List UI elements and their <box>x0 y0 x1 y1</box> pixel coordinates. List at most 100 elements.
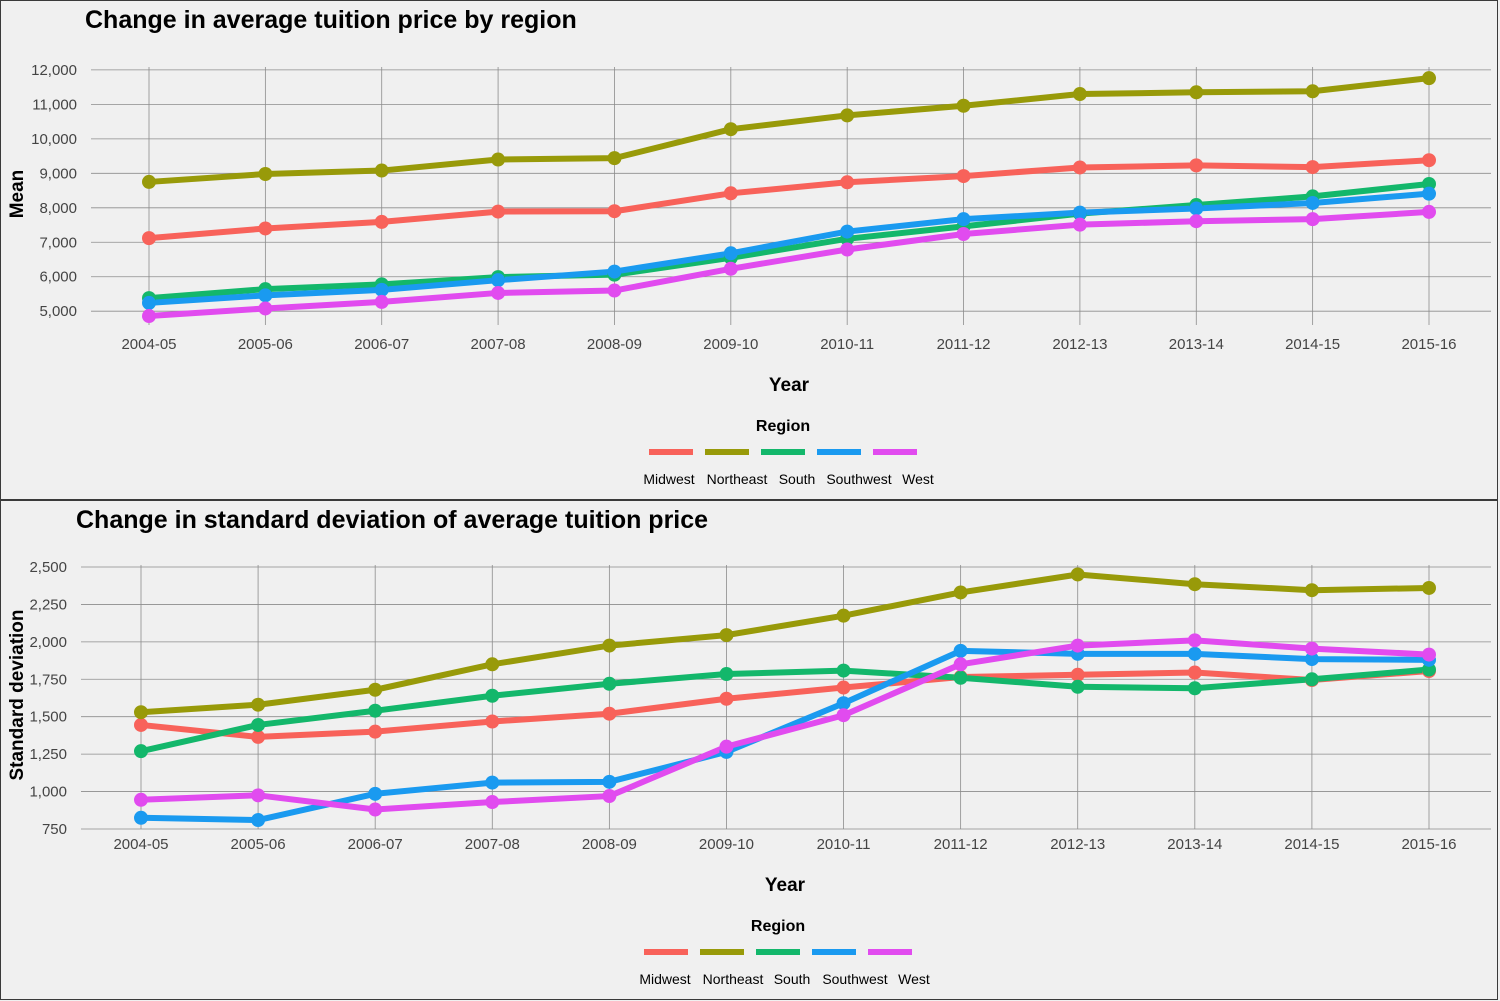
sd-point-midwest <box>134 717 148 732</box>
sd-point-south <box>1304 672 1319 687</box>
mean-point-southwest <box>956 212 971 227</box>
mean-legend-label-south: South <box>779 471 816 487</box>
mean-point-northeast <box>1072 87 1087 102</box>
mean-point-west <box>956 226 971 241</box>
mean-point-west <box>1305 212 1320 227</box>
sd-point-west <box>836 708 851 723</box>
sd-point-southwest <box>368 786 383 801</box>
mean-point-midwest <box>1072 160 1087 175</box>
mean-point-northeast <box>258 167 273 182</box>
sd-y-tick-label: 2,500 <box>29 559 67 576</box>
mean-point-midwest <box>1422 153 1436 168</box>
sd-point-south <box>134 744 148 759</box>
sd-legend-title: Region <box>751 918 805 935</box>
sd-point-midwest <box>1187 665 1202 680</box>
sd-point-midwest <box>251 729 266 744</box>
sd-point-northeast <box>134 705 148 720</box>
sd-legend-label-west: West <box>898 971 930 987</box>
mean-y-axis-label: Mean <box>7 170 28 219</box>
sd-point-west <box>1422 647 1436 662</box>
mean-point-northeast <box>142 174 156 189</box>
mean-chart-title: Change in average tuition price by regio… <box>85 6 577 34</box>
mean-point-southwest <box>1422 186 1436 201</box>
mean-tuition-chart: Change in average tuition price by regio… <box>7 6 1491 487</box>
mean-point-west <box>1189 214 1204 229</box>
sd-point-south <box>602 676 617 691</box>
mean-series-line-southwest <box>146 190 1432 306</box>
mean-point-midwest <box>956 169 971 184</box>
sd-series-line-midwest <box>138 668 1432 740</box>
sd-point-west <box>134 792 148 807</box>
sd-point-west <box>368 802 383 817</box>
mean-y-tick-label: 8,000 <box>39 200 77 217</box>
sd-point-midwest <box>368 724 383 739</box>
mean-x-tick-label: 2004-05 <box>121 336 176 353</box>
mean-x-tick-label: 2008-09 <box>587 336 642 353</box>
sd-y-tick-label: 1,000 <box>29 784 67 801</box>
mean-point-southwest <box>258 288 273 303</box>
sd-point-west <box>1070 638 1085 653</box>
sd-point-northeast <box>836 608 851 623</box>
sd-point-west <box>485 795 500 810</box>
mean-point-midwest <box>1189 158 1204 173</box>
sd-x-tick-label: 2013-14 <box>1167 836 1222 853</box>
sd-point-south <box>953 670 968 685</box>
sd-point-west <box>1304 641 1319 656</box>
sd-point-southwest <box>953 643 968 658</box>
sd-x-tick-label: 2010-11 <box>817 836 871 853</box>
mean-point-northeast <box>1189 85 1204 100</box>
sd-point-northeast <box>1187 577 1202 592</box>
sd-point-west <box>602 789 617 804</box>
mean-y-tick-label: 12,000 <box>31 62 77 79</box>
sd-point-south <box>836 663 851 678</box>
mean-x-tick-label: 2013-14 <box>1169 336 1224 353</box>
sd-x-tick-label: 2005-06 <box>231 836 286 853</box>
sd-point-south <box>251 717 266 732</box>
sd-point-west <box>1187 633 1202 648</box>
mean-series-line-midwest <box>146 157 1432 242</box>
sd-point-west <box>953 657 968 672</box>
sd-x-tick-label: 2004-05 <box>113 836 168 853</box>
sd-point-northeast <box>1304 583 1319 598</box>
sd-series-line-south <box>138 666 1432 755</box>
mean-point-northeast <box>840 108 855 123</box>
sd-point-northeast <box>368 682 383 697</box>
sd-tuition-chart: Change in standard deviation of average … <box>7 506 1491 987</box>
sd-tuition-chart-panel: Change in standard deviation of average … <box>0 500 1498 1000</box>
mean-point-northeast <box>491 152 506 167</box>
mean-series-line-northeast <box>146 75 1432 185</box>
sd-point-south <box>1070 679 1085 694</box>
sd-point-southwest <box>485 775 500 790</box>
mean-x-tick-label: 2011-12 <box>937 336 991 353</box>
mean-point-midwest <box>607 204 622 219</box>
sd-y-tick-label: 2,000 <box>29 634 67 651</box>
sd-y-axis-label: Standard deviation <box>7 609 28 780</box>
sd-point-midwest <box>602 706 617 721</box>
sd-point-southwest <box>1304 652 1319 667</box>
sd-point-southwest <box>251 813 266 828</box>
sd-x-tick-label: 2014-15 <box>1284 836 1339 853</box>
sd-point-northeast <box>1070 567 1085 582</box>
mean-x-tick-label: 2006-07 <box>354 336 409 353</box>
sd-x-tick-label: 2012-13 <box>1050 836 1105 853</box>
mean-legend-title: Region <box>756 418 810 435</box>
mean-x-tick-label: 2010-11 <box>820 336 874 353</box>
mean-point-midwest <box>374 214 389 229</box>
sd-point-northeast <box>602 638 617 653</box>
mean-point-midwest <box>142 231 156 246</box>
mean-point-southwest <box>491 273 506 288</box>
sd-x-tick-label: 2015-16 <box>1401 836 1456 853</box>
mean-y-tick-label: 5,000 <box>39 303 77 320</box>
mean-point-west <box>1072 217 1087 232</box>
mean-series-line-south <box>146 181 1432 302</box>
mean-point-west <box>1422 204 1436 219</box>
mean-legend-label-northeast: Northeast <box>707 471 768 487</box>
sd-x-tick-label: 2007-08 <box>465 836 520 853</box>
mean-point-southwest <box>840 224 855 239</box>
sd-point-south <box>1187 681 1202 696</box>
sd-x-axis-label: Year <box>765 875 806 896</box>
mean-x-tick-label: 2009-10 <box>703 336 758 353</box>
sd-y-tick-label: 1,250 <box>29 746 67 763</box>
mean-y-tick-label: 7,000 <box>39 234 77 251</box>
mean-x-tick-label: 2005-06 <box>238 336 293 353</box>
